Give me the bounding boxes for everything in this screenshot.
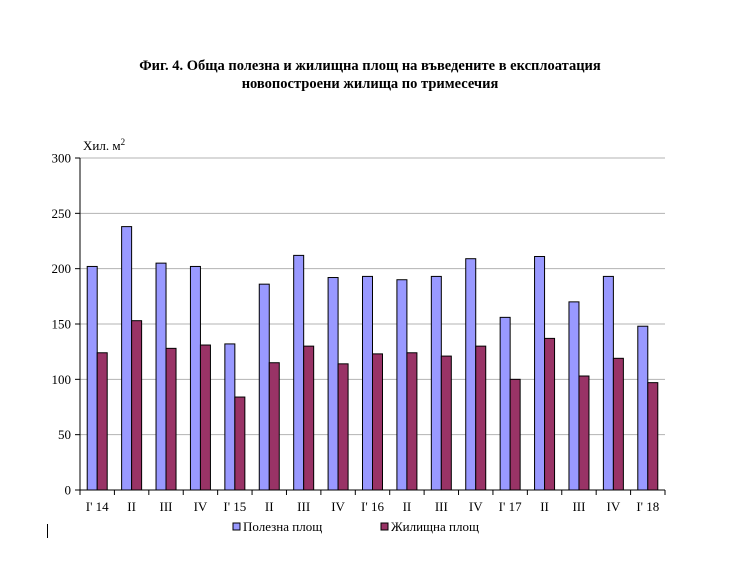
x-tick-label: I' 17 bbox=[499, 499, 522, 514]
x-tick-label: III bbox=[572, 499, 585, 514]
bar-zhilishtna-plosht bbox=[647, 382, 659, 491]
x-tick-label: III bbox=[435, 499, 448, 514]
bar-polezna-plosht bbox=[637, 325, 649, 491]
x-tick-label: II bbox=[265, 499, 274, 514]
bar-zhilishtna-plosht bbox=[199, 344, 211, 491]
y-axis-label: Хил. м2 bbox=[83, 137, 125, 153]
bar-zhilishtna-plosht bbox=[406, 352, 418, 491]
x-tick-label: I' 14 bbox=[86, 499, 109, 514]
x-tick-label: II bbox=[127, 499, 136, 514]
bar-polezna-plosht bbox=[602, 275, 614, 491]
text-cursor bbox=[47, 524, 48, 538]
y-tick-label: 150 bbox=[52, 317, 72, 332]
bar-zhilishtna-plosht bbox=[131, 320, 143, 491]
bar-zhilishtna-plosht bbox=[234, 396, 246, 491]
x-tick-label: I' 16 bbox=[361, 499, 384, 514]
x-tick-label: IV bbox=[194, 499, 208, 514]
bar-polezna-plosht bbox=[396, 279, 408, 491]
bar-zhilishtna-plosht bbox=[337, 363, 349, 491]
bar-zhilishtna-plosht bbox=[165, 347, 177, 491]
x-tick-label: IV bbox=[331, 499, 345, 514]
bar-polezna-plosht bbox=[499, 316, 511, 491]
bar-polezna-plosht bbox=[327, 277, 339, 491]
chart-title-line-2: новопостроени жилища по тримесечия bbox=[241, 76, 499, 92]
bar-polezna-plosht bbox=[465, 258, 477, 491]
bar-polezna-plosht bbox=[258, 283, 270, 491]
bar-zhilishtna-plosht bbox=[372, 353, 383, 491]
bar-polezna-plosht bbox=[534, 255, 546, 491]
x-tick-label: III bbox=[160, 499, 173, 514]
bar-polezna-plosht bbox=[362, 275, 373, 491]
x-tick-label: II bbox=[540, 499, 549, 514]
bar-polezna-plosht bbox=[293, 254, 305, 491]
y-axis-label-superscript: 2 bbox=[121, 137, 126, 147]
bar-polezna-plosht bbox=[121, 226, 133, 491]
x-tick-label: I' 18 bbox=[636, 499, 659, 514]
y-tick-label: 50 bbox=[58, 427, 71, 442]
x-tick-label: III bbox=[297, 499, 310, 514]
legend-swatch bbox=[232, 522, 241, 531]
x-tick-label: II bbox=[403, 499, 412, 514]
x-tick-label: IV bbox=[607, 499, 621, 514]
bar-polezna-plosht bbox=[155, 262, 167, 491]
y-tick-label: 0 bbox=[65, 483, 72, 498]
bar-zhilishtna-plosht bbox=[440, 355, 452, 491]
bar-zhilishtna-plosht bbox=[578, 375, 590, 491]
bar-zhilishtna-plosht bbox=[96, 352, 108, 491]
bar-polezna-plosht bbox=[189, 265, 201, 491]
x-tick-label: IV bbox=[469, 499, 483, 514]
bar-polezna-plosht bbox=[568, 301, 580, 491]
bar-zhilishtna-plosht bbox=[612, 357, 624, 491]
bar-zhilishtna-plosht bbox=[268, 362, 280, 491]
x-tick-label: I' 15 bbox=[223, 499, 246, 514]
bar-polezna-plosht bbox=[224, 343, 236, 491]
legend-label: Жилищна площ bbox=[391, 519, 479, 534]
bar-polezna-plosht bbox=[86, 265, 98, 491]
y-tick-label: 200 bbox=[52, 261, 72, 276]
chart-title-line-1: Фиг. 4. Обща полезна и жилищна площ на в… bbox=[139, 58, 601, 74]
y-tick-label: 300 bbox=[52, 151, 72, 166]
bar-zhilishtna-plosht bbox=[303, 345, 315, 491]
bar-zhilishtna-plosht bbox=[475, 345, 487, 491]
legend-swatch bbox=[380, 522, 389, 531]
y-tick-label: 100 bbox=[52, 372, 72, 387]
legend-label: Полезна площ bbox=[243, 519, 322, 534]
bar-zhilishtna-plosht bbox=[544, 337, 556, 491]
y-tick-label: 250 bbox=[52, 206, 72, 221]
chart-title: Фиг. 4. Обща полезна и жилищна площ на в… bbox=[60, 57, 680, 93]
bar-polezna-plosht bbox=[430, 275, 442, 491]
bar-zhilishtna-plosht bbox=[509, 378, 521, 491]
